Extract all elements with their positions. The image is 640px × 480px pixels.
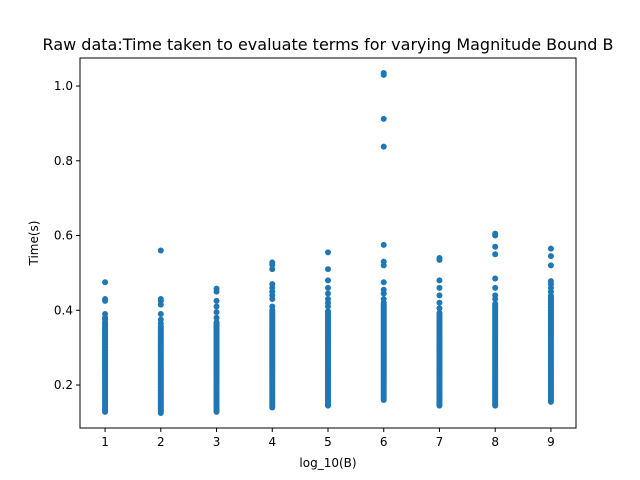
y-axis-label: Time(s) <box>27 221 41 267</box>
x-tick-label: 7 <box>436 435 444 449</box>
data-point <box>436 305 443 312</box>
x-tick-label: 8 <box>491 435 499 449</box>
data-point <box>102 279 109 286</box>
data-point <box>547 245 554 252</box>
y-tick-label: 0.4 <box>54 303 73 317</box>
data-point <box>380 296 387 303</box>
data-point <box>547 262 554 269</box>
y-axis: 0.2 0.4 0.6 0.8 1.0 <box>54 79 80 392</box>
x-tick-label: 3 <box>213 435 221 449</box>
data-point <box>102 296 109 303</box>
data-point <box>547 278 554 285</box>
x-tick-label: 1 <box>101 435 109 449</box>
data-point <box>436 309 443 316</box>
data-point <box>157 296 164 303</box>
data-point <box>436 277 443 284</box>
data-point <box>325 266 331 273</box>
data-point <box>492 251 499 258</box>
x-tick-label: 6 <box>380 435 388 449</box>
data-point <box>269 303 276 310</box>
data-point <box>213 303 220 310</box>
data-point <box>492 300 499 307</box>
chart-title: Raw data:Time taken to evaluate terms fo… <box>43 35 614 54</box>
data-point <box>213 314 220 321</box>
data-point <box>547 253 554 260</box>
data-point <box>436 254 443 261</box>
data-point <box>269 266 276 273</box>
data-point <box>269 281 276 288</box>
y-tick-label: 0.8 <box>54 154 73 168</box>
data-point <box>380 241 387 248</box>
data-point <box>325 308 331 315</box>
data-point <box>213 285 220 292</box>
data-point <box>325 284 331 291</box>
data-point <box>380 143 387 150</box>
points-layer <box>102 69 554 417</box>
data-point <box>157 311 164 318</box>
data-point <box>325 290 331 297</box>
data-point <box>213 309 220 316</box>
data-point <box>380 115 387 122</box>
y-tick-label: 1.0 <box>54 79 73 93</box>
data-point <box>492 275 499 282</box>
data-point <box>380 258 387 265</box>
x-tick-label: 2 <box>157 435 165 449</box>
data-point <box>380 279 387 286</box>
data-point <box>547 292 554 299</box>
data-point <box>157 247 164 254</box>
data-point <box>157 316 164 323</box>
y-tick-label: 0.6 <box>54 229 73 243</box>
y-tick-label: 0.2 <box>54 378 73 392</box>
data-point <box>492 243 499 250</box>
data-point <box>436 299 443 306</box>
data-point <box>492 284 499 291</box>
data-point <box>325 277 331 284</box>
data-point <box>325 249 331 256</box>
data-point <box>436 284 443 291</box>
data-point <box>213 319 220 326</box>
data-point <box>213 297 220 304</box>
x-tick-label: 9 <box>547 435 555 449</box>
data-point <box>492 292 499 299</box>
x-axis-label: log_10(B) <box>299 456 356 470</box>
x-tick-label: 4 <box>268 435 276 449</box>
data-point <box>102 311 109 318</box>
data-point <box>380 69 387 76</box>
data-point <box>269 259 276 266</box>
data-point <box>436 292 443 299</box>
x-axis: 1 2 3 4 5 6 7 8 9 <box>101 428 555 449</box>
data-point <box>492 230 499 237</box>
data-point <box>325 296 331 303</box>
data-point <box>380 286 387 293</box>
x-tick-label: 5 <box>324 435 332 449</box>
